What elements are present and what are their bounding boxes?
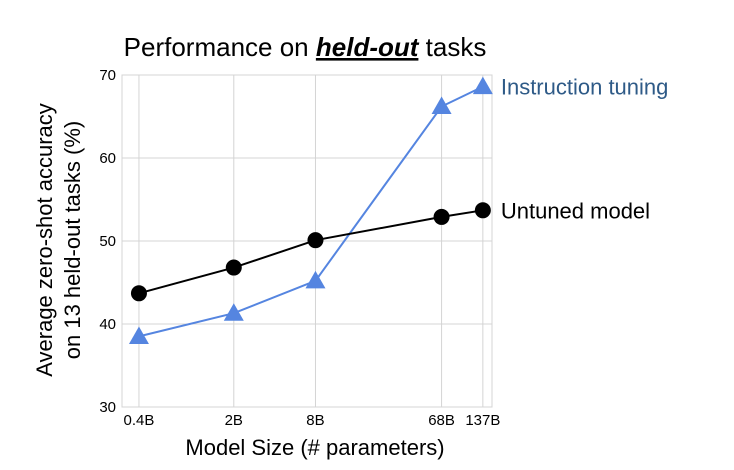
data-point-circle (130, 285, 147, 302)
data-point-triangle (472, 76, 493, 95)
series-label: Untuned model (501, 198, 650, 223)
data-point-circle (225, 259, 242, 276)
x-axis-label: Model Size (# parameters) (185, 435, 444, 460)
chart-title: Performance on held-out tasks (124, 32, 487, 62)
y-axis-ticks: 30 40 50 60 70 (99, 67, 116, 416)
x-axis-ticks: 0.4B 2B 8B 68B 137B (124, 412, 501, 429)
series-line (138, 85, 484, 338)
x-tick-label: 2B (225, 412, 243, 429)
x-tick-label: 68B (428, 412, 455, 429)
chart-title-suffix: tasks (418, 32, 486, 62)
y-tick-label: 60 (99, 150, 116, 167)
plot-frame (121, 74, 493, 408)
data-point-triangle (431, 96, 452, 115)
y-axis-label-line1: Average zero-shot accuracy (32, 103, 57, 377)
chart-title-emphasis: held-out (316, 32, 420, 62)
y-tick-label: 40 (99, 316, 116, 333)
series-label: Instruction tuning (501, 75, 669, 100)
series-group: Instruction tuning Untuned model (128, 75, 669, 344)
data-point-circle (474, 202, 491, 219)
chart-title-prefix: Performance on (124, 32, 316, 62)
y-tick-label: 50 (99, 233, 116, 250)
x-tick-label: 8B (306, 412, 324, 429)
y-tick-label: 70 (99, 67, 116, 84)
y-axis-label-line2: on 13 held-out tasks (%) (60, 121, 85, 359)
data-point-triangle (305, 270, 326, 289)
data-point-circle (307, 232, 324, 249)
data-point-triangle (128, 326, 149, 344)
x-tick-label: 137B (465, 412, 500, 429)
data-point-triangle (223, 303, 244, 321)
data-point-circle (433, 208, 450, 225)
grid-lines (121, 74, 493, 408)
x-tick-label: 0.4B (124, 412, 155, 429)
y-tick-label: 30 (99, 399, 116, 416)
